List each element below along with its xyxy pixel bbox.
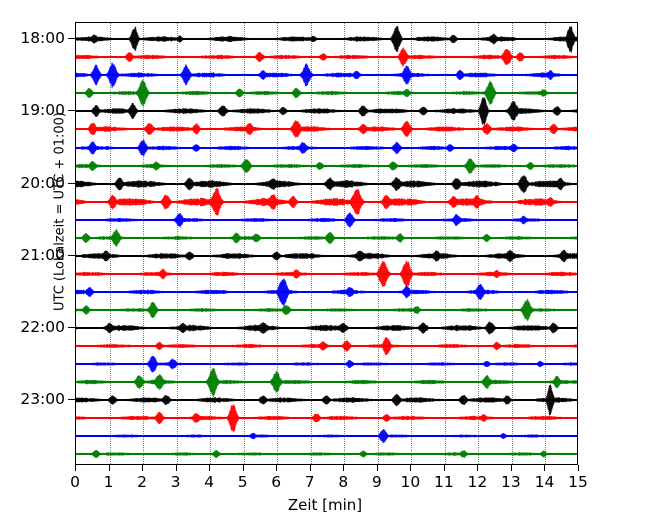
x-tick-label: 7 [304, 473, 315, 491]
x-tick-label: 0 [70, 473, 80, 491]
y-tick-1900 [68, 110, 76, 112]
y-tick-2000 [68, 182, 76, 184]
x-tick-9 [376, 465, 378, 471]
x-tick-12 [477, 465, 479, 471]
seismogram-trace [76, 437, 577, 464]
x-tick-10 [410, 465, 412, 471]
x-tick-label: 9 [371, 473, 382, 491]
y-tick-label: 19:00 [20, 101, 65, 120]
x-tick-11 [443, 465, 445, 471]
x-tick-6 [276, 465, 278, 471]
y-tick-label: 20:00 [20, 173, 65, 192]
y-tick-2300 [68, 399, 76, 401]
x-tick-label: 3 [170, 473, 181, 491]
x-tick-label: 13 [501, 473, 521, 491]
x-tick-15 [578, 465, 579, 471]
x-tick-label: 5 [237, 473, 248, 491]
x-tick-14 [544, 465, 546, 471]
x-tick-label: 15 [568, 473, 588, 491]
x-tick-label: 6 [271, 473, 282, 491]
x-tick-label: 10 [400, 473, 421, 491]
x-tick-1 [108, 465, 110, 471]
y-tick-label: 22:00 [20, 317, 65, 336]
x-tick-4 [209, 465, 211, 471]
plot-area [75, 22, 578, 465]
x-tick-label: 1 [103, 473, 114, 491]
x-tick-label: 4 [204, 473, 215, 491]
x-tick-label: 14 [534, 473, 555, 491]
y-tick-label: 18:00 [20, 29, 65, 48]
x-tick-label: 8 [338, 473, 349, 491]
y-axis-title: UTC (Lokalzeit = UTC + 01:00) [52, 112, 68, 311]
x-tick-7 [309, 465, 311, 471]
x-axis-title: Zeit [min] [287, 496, 363, 514]
x-tick-label: 2 [137, 473, 147, 491]
y-tick-label: 23:00 [20, 390, 65, 409]
x-tick-label: 12 [467, 473, 488, 491]
x-tick-2 [142, 465, 144, 471]
x-tick-3 [175, 465, 177, 471]
x-tick-5 [242, 465, 244, 471]
x-tick-8 [343, 465, 345, 471]
x-tick-label: 11 [433, 473, 454, 491]
y-tick-label: 21:00 [20, 245, 65, 264]
x-tick-0 [75, 465, 76, 471]
y-tick-1800 [68, 38, 76, 40]
y-tick-2200 [68, 326, 76, 328]
y-tick-2100 [68, 254, 76, 256]
x-tick-13 [510, 465, 512, 471]
